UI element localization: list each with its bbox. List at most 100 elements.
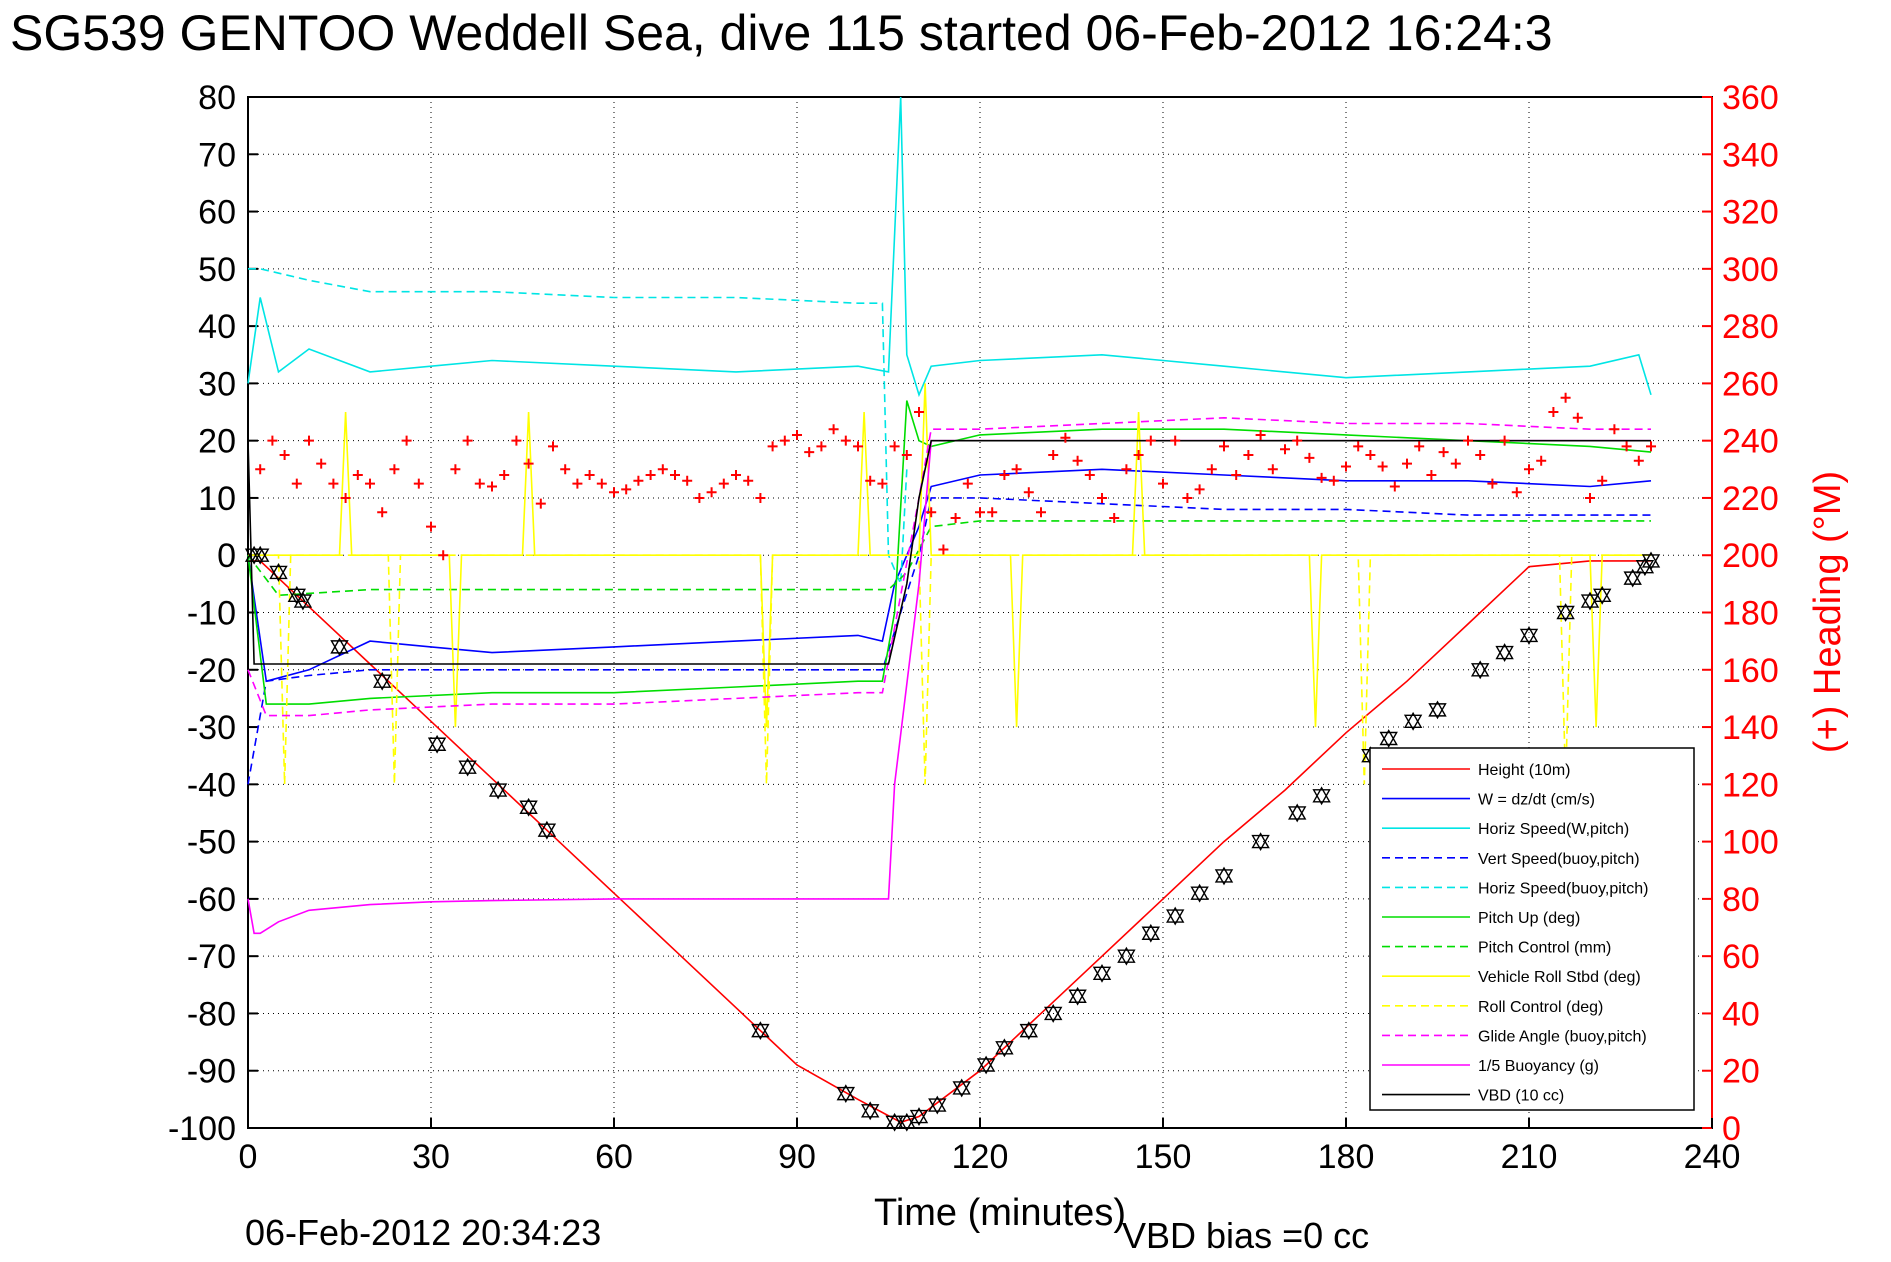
heading-point <box>1170 435 1181 446</box>
depth-marker <box>1287 803 1307 823</box>
heading-point <box>1023 487 1034 498</box>
left-y-tick-label: -50 <box>187 824 236 862</box>
depth-marker <box>1519 626 1539 645</box>
left-y-tick-label: -80 <box>187 995 236 1033</box>
heading-point <box>304 435 314 446</box>
x-axis-label: Time (minutes) <box>874 1192 1126 1234</box>
heading-point <box>1597 475 1608 486</box>
right-y-tick-label: 180 <box>1722 595 1779 633</box>
heading-point <box>1036 507 1046 518</box>
depth-marker <box>928 1095 947 1115</box>
heading-point <box>950 512 961 523</box>
heading-point <box>1182 492 1193 503</box>
right-y-tick-label: 140 <box>1722 709 1779 747</box>
depth-marker <box>330 637 349 657</box>
depth-marker <box>860 1101 880 1121</box>
series-line-6 <box>247 520 1651 597</box>
depth-marker <box>1251 832 1270 852</box>
depth-marker <box>1190 883 1209 903</box>
right-y-tick-label: 220 <box>1722 480 1779 518</box>
left-y-tick-label: -90 <box>187 1053 236 1091</box>
heading-point <box>1585 492 1595 503</box>
x-tick-label: 90 <box>778 1138 816 1176</box>
heading-point <box>389 464 400 475</box>
heading-point <box>1536 455 1547 466</box>
heading-point <box>1646 441 1656 452</box>
heading-point <box>1487 478 1498 489</box>
heading-point <box>840 435 851 446</box>
depth-markers <box>244 545 1661 1132</box>
x-tick-label: 210 <box>1501 1138 1558 1176</box>
heading-point <box>1353 441 1364 452</box>
depth-marker <box>458 757 477 777</box>
heading-point <box>657 464 668 475</box>
heading-point <box>718 478 729 489</box>
heading-point <box>1621 441 1632 452</box>
left-y-tick-label: -10 <box>187 595 236 633</box>
heading-point <box>816 441 827 452</box>
right-y-tick-label: 20 <box>1722 1053 1760 1091</box>
right-y-axis: 3603403203002802602402202001801601401201… <box>1702 79 1779 1148</box>
heading-point <box>279 449 290 460</box>
left-y-tick-label: 80 <box>198 79 236 117</box>
depth-marker <box>1403 711 1423 731</box>
heading-point <box>975 507 985 518</box>
heading-point <box>426 521 436 532</box>
heading-point <box>1499 435 1510 446</box>
heading-point <box>1219 441 1229 452</box>
heading-point <box>743 475 754 486</box>
legend-label-9: Glide Angle (buoy,pitch) <box>1478 1028 1647 1045</box>
heading-point <box>1206 464 1217 475</box>
heading-point <box>962 478 973 489</box>
heading-point <box>1609 424 1620 435</box>
heading-point <box>1377 461 1388 472</box>
right-y-tick-label: 100 <box>1722 824 1779 862</box>
left-y-tick-label: 0 <box>217 537 236 575</box>
heading-point <box>1328 475 1339 486</box>
right-y-tick-label: 160 <box>1722 652 1779 690</box>
series-line-11 <box>247 439 1651 665</box>
right-y-tick-label: 360 <box>1722 79 1779 117</box>
heading-point <box>584 470 595 481</box>
x-tick-label: 0 <box>239 1138 258 1176</box>
legend-label-6: Pitch Control (mm) <box>1478 940 1611 957</box>
heading-point <box>1060 432 1071 443</box>
x-tick-label: 150 <box>1135 1138 1192 1176</box>
legend-label-4: Horiz Speed(buoy,pitch) <box>1478 880 1648 897</box>
heading-point <box>1426 470 1437 481</box>
depth-marker <box>1092 963 1112 983</box>
heading-point <box>1511 487 1522 498</box>
heading-point <box>779 435 790 446</box>
heading-point <box>1280 444 1290 455</box>
heading-point <box>645 470 656 481</box>
legend-label-1: W = dz/dt (cm/s) <box>1478 792 1595 809</box>
heading-point <box>1438 447 1449 458</box>
depth-marker <box>1428 700 1447 720</box>
right-y-tick-label: 40 <box>1722 995 1760 1033</box>
depth-marker <box>1312 786 1331 806</box>
depth-marker <box>1495 643 1514 663</box>
heading-point <box>535 498 546 509</box>
heading-point <box>1633 455 1644 466</box>
depth-marker <box>1043 1004 1063 1023</box>
depth-marker <box>269 562 288 582</box>
heading-point <box>1145 435 1156 446</box>
heading-point <box>523 458 534 469</box>
left-y-tick-label: -70 <box>187 938 236 976</box>
depth-marker <box>488 780 508 800</box>
heading-point <box>889 441 900 452</box>
heading-point <box>1011 464 1022 475</box>
right-y-tick-label: 0 <box>1722 1110 1741 1148</box>
series-line-5 <box>247 400 1652 705</box>
heading-point <box>621 484 632 495</box>
depth-marker <box>1379 729 1398 748</box>
depth-marker <box>1141 923 1161 943</box>
x-axis: 0 30 60 90 120 150 180 210 240 <box>239 1118 1740 1176</box>
series-line-2 <box>247 96 1652 398</box>
heading-point <box>1292 435 1303 446</box>
depth-marker <box>1068 986 1087 1006</box>
depth-marker <box>995 1038 1014 1058</box>
heading-point <box>1316 472 1327 483</box>
depth-marker <box>836 1084 856 1104</box>
heading-point <box>1231 470 1242 481</box>
